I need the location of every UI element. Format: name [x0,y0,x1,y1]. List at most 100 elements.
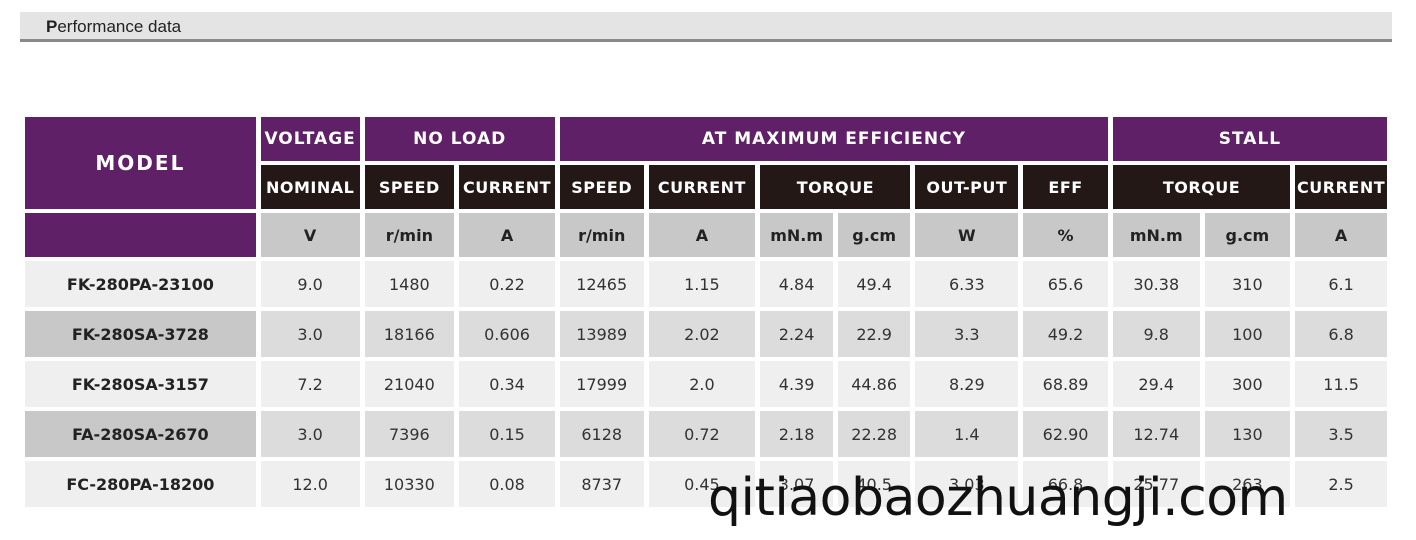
value-cell: 0.15 [459,411,555,457]
value-cell: 263 [1204,461,1291,507]
unit-cell: V [260,213,360,257]
model-cell: FK-280PA-23100 [25,261,256,307]
value-cell: 3.0 [260,411,360,457]
value-cell: 10330 [364,461,455,507]
table-row: FK-280SA-3157 7.2 21040 0.34 17999 2.0 4… [25,361,1387,407]
section-title: Performance data [46,17,182,36]
table-row: FA-280SA-2670 3.0 7396 0.15 6128 0.72 2.… [25,411,1387,457]
unit-cell: A [459,213,555,257]
subheader-max-eff-speed: SPEED [559,165,644,209]
value-cell: 9.0 [260,261,360,307]
value-cell: 130 [1204,411,1291,457]
unit-cell: r/min [559,213,644,257]
value-cell: 1.4 [915,411,1019,457]
unit-cell: g.cm [1204,213,1291,257]
value-cell: 30.38 [1112,261,1200,307]
table-row: FK-280SA-3728 3.0 18166 0.606 13989 2.02… [25,311,1387,357]
table-row: FC-280PA-18200 12.0 10330 0.08 8737 0.45… [25,461,1387,507]
value-cell: 11.5 [1295,361,1387,407]
value-cell: 2.02 [648,311,756,357]
value-cell: 68.89 [1023,361,1108,407]
subheader-max-eff-eff: EFF [1023,165,1108,209]
model-header-fill [25,213,256,257]
value-cell: 6.1 [1295,261,1387,307]
value-cell: 0.08 [459,461,555,507]
model-cell: FA-280SA-2670 [25,411,256,457]
value-cell: 12465 [559,261,644,307]
value-cell: 6.33 [915,261,1019,307]
header-model: MODEL [25,117,256,209]
value-cell: 100 [1204,311,1291,357]
value-cell: 17999 [559,361,644,407]
model-cell: FC-280PA-18200 [25,461,256,507]
value-cell: 22.9 [837,311,911,357]
subheader-max-eff-torque: TORQUE [760,165,911,209]
value-cell: 7396 [364,411,455,457]
value-cell: 49.4 [837,261,911,307]
watermark-text: qitiaobaozhuangji.com [708,468,1288,528]
header-no-load: NO LOAD [364,117,555,161]
unit-cell: g.cm [837,213,911,257]
value-cell: 3.03 [915,461,1019,507]
subheader-nominal: NOMINAL [260,165,360,209]
header-at-max-efficiency: AT MAXIMUM EFFICIENCY [559,117,1108,161]
value-cell: 1.15 [648,261,756,307]
value-cell: 29.4 [1112,361,1200,407]
subheader-max-eff-output: OUT-PUT [915,165,1019,209]
value-cell: 3.3 [915,311,1019,357]
section-title-bar: Performance data [20,12,1392,42]
table-row: FK-280PA-23100 9.0 1480 0.22 12465 1.15 … [25,261,1387,307]
value-cell: 0.45 [648,461,756,507]
unit-cell: % [1023,213,1108,257]
value-cell: 8737 [559,461,644,507]
subheader-no-load-speed: SPEED [364,165,455,209]
value-cell: 13989 [559,311,644,357]
unit-cell: A [648,213,756,257]
unit-cell: mN.m [760,213,833,257]
value-cell: 6128 [559,411,644,457]
value-cell: 1480 [364,261,455,307]
value-cell: 66.8 [1023,461,1108,507]
value-cell: 65.6 [1023,261,1108,307]
unit-cell: mN.m [1112,213,1200,257]
value-cell: 7.2 [260,361,360,407]
header-stall: STALL [1112,117,1387,161]
value-cell: 8.29 [915,361,1019,407]
value-cell: 2.5 [1295,461,1387,507]
model-cell: FK-280SA-3157 [25,361,256,407]
value-cell: 2.0 [648,361,756,407]
subheader-stall-torque: TORQUE [1112,165,1291,209]
value-cell: 40.5 [837,461,911,507]
subheader-stall-current: CURRENT [1295,165,1387,209]
value-cell: 0.606 [459,311,555,357]
value-cell: 6.8 [1295,311,1387,357]
value-cell: 22.28 [837,411,911,457]
value-cell: 3.07 [760,461,833,507]
performance-table: MODEL VOLTAGE NO LOAD AT MAXIMUM EFFICIE… [20,113,1392,511]
value-cell: 0.22 [459,261,555,307]
value-cell: 310 [1204,261,1291,307]
unit-cell: W [915,213,1019,257]
value-cell: 21040 [364,361,455,407]
value-cell: 4.39 [760,361,833,407]
value-cell: 300 [1204,361,1291,407]
subheader-no-load-current: CURRENT [459,165,555,209]
value-cell: 12.0 [260,461,360,507]
value-cell: 0.34 [459,361,555,407]
value-cell: 9.8 [1112,311,1200,357]
value-cell: 18166 [364,311,455,357]
value-cell: 25.77 [1112,461,1200,507]
value-cell: 2.24 [760,311,833,357]
value-cell: 12.74 [1112,411,1200,457]
unit-cell: r/min [364,213,455,257]
value-cell: 3.5 [1295,411,1387,457]
unit-cell: A [1295,213,1387,257]
value-cell: 3.0 [260,311,360,357]
model-cell: FK-280SA-3728 [25,311,256,357]
value-cell: 49.2 [1023,311,1108,357]
value-cell: 4.84 [760,261,833,307]
value-cell: 44.86 [837,361,911,407]
subheader-max-eff-current: CURRENT [648,165,756,209]
value-cell: 2.18 [760,411,833,457]
value-cell: 0.72 [648,411,756,457]
